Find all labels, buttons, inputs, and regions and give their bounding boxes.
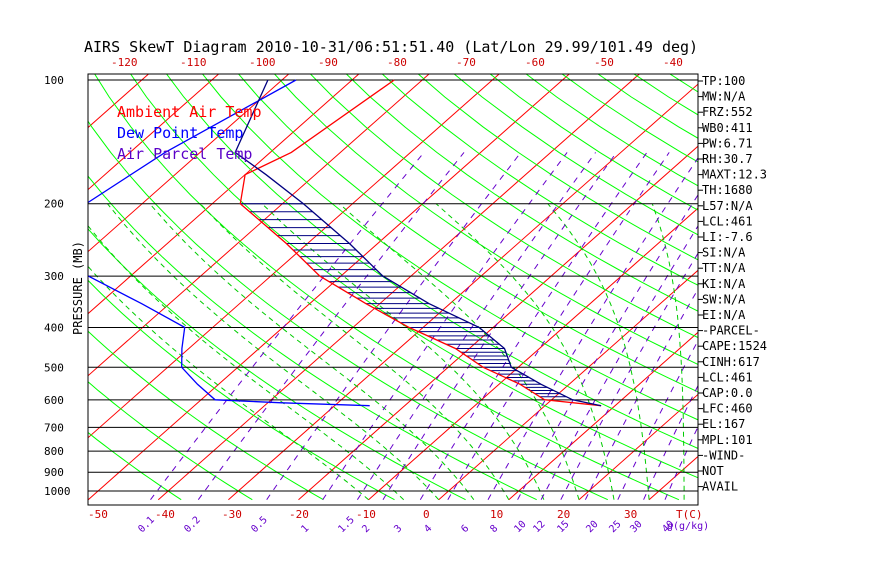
index-entry: -PARCEL-	[702, 324, 760, 338]
index-entry: MW:N/A	[702, 90, 746, 104]
index-entry: TH:1680	[702, 183, 753, 197]
dry-adiabat-line	[16, 61, 537, 500]
top-temp-tick-label: -100	[249, 56, 276, 69]
index-entry: SI:N/A	[702, 246, 746, 260]
top-temp-tick-label: -40	[663, 56, 683, 69]
isotherm-line	[439, 61, 870, 500]
legend: Ambient Air Temp Dew Point Temp Air Parcel…	[117, 103, 262, 163]
moist-adiabat-line	[262, 204, 544, 500]
index-entry: WB0:411	[702, 121, 753, 135]
pressure-tick-label: 700	[44, 421, 64, 434]
bottom-temp-tick-label: -10	[356, 508, 376, 521]
moist-adiabat-line	[436, 204, 614, 500]
index-entry: TT:N/A	[702, 261, 746, 275]
mixing-ratio-tick-label: 1	[299, 523, 311, 535]
mixing-ratio-tick-label: 6	[459, 523, 471, 535]
pressure-tick-label: 300	[44, 270, 64, 283]
isotherm-line	[859, 61, 870, 500]
index-entry: CINH:617	[702, 355, 760, 369]
index-entry: EI:N/A	[702, 308, 746, 322]
index-entry: KI:N/A	[702, 277, 746, 291]
isotherm-line	[649, 61, 870, 500]
mixing-ratio-tick-label: 15	[555, 519, 571, 535]
bottom-temp-tick-label: -30	[222, 508, 242, 521]
mixing-ratio-tick-label: 12	[531, 519, 547, 535]
index-entry: MPL:101	[702, 433, 753, 447]
index-entry: NOT	[702, 464, 724, 478]
index-entry: MAXT:12.3	[702, 168, 767, 182]
mixing-ratio-line	[488, 152, 702, 499]
ambient-temp-line	[240, 80, 601, 406]
index-entry: -WIND-	[702, 448, 745, 462]
bottom-temp-tick-label: -50	[88, 508, 108, 521]
top-temp-tick-label: -70	[456, 56, 476, 69]
mixing-ratio-tick-label: 0.1	[136, 515, 157, 536]
index-entry: LI:-7.6	[702, 230, 753, 244]
pressure-tick-label: 600	[44, 394, 64, 407]
mixing-ratio-tick-label: 10	[512, 519, 528, 535]
pressure-tick-label: 200	[44, 198, 64, 211]
pressure-tick-label: 100	[44, 74, 64, 87]
mixing-ratio-tick-label: 0.2	[182, 515, 203, 536]
mixing-ratio-line	[323, 152, 567, 499]
index-entry: EL:167	[702, 417, 745, 431]
chart-title: AIRS SkewT Diagram 2010-10-31/06:51:51.4…	[84, 38, 698, 56]
index-entry: AVAIL	[702, 480, 738, 494]
index-entry: FRZ:552	[702, 105, 753, 119]
index-entry: CAP:0.0	[702, 386, 753, 400]
mixing-ratio-tick-label: 0.5	[249, 515, 270, 536]
dry-adiabat-line	[650, 61, 870, 500]
index-entry: LCL:461	[702, 370, 753, 384]
mixing-ratio-tick-label: 8	[488, 523, 500, 535]
bottom-temp-tick-label: -20	[289, 508, 309, 521]
isotherm-line	[789, 61, 870, 500]
mixing-ratio-tick-label: 25	[607, 519, 623, 535]
index-entry: TP:100	[702, 74, 745, 88]
legend-entry: Dew Point Temp	[117, 124, 243, 142]
top-temp-tick-label: -50	[594, 56, 614, 69]
pressure-tick-label: 800	[44, 445, 64, 458]
dry-adiabat-line	[439, 61, 870, 500]
mixing-ratio-tick-label: 20	[584, 519, 600, 535]
index-entry: L57:N/A	[702, 199, 753, 213]
top-temp-tick-label: -110	[180, 56, 207, 69]
mixing-ratio-unit-label: g(g/kg)	[667, 521, 709, 532]
legend-entry: Ambient Air Temp	[117, 103, 262, 121]
isotherm-line	[369, 61, 864, 500]
mixing-ratio-line	[420, 152, 647, 499]
dry-adiabat-line	[298, 61, 870, 500]
mixing-ratio-tick-label: 30	[628, 519, 644, 535]
pressure-tick-label: 500	[44, 361, 64, 374]
dry-adiabat-line	[263, 61, 870, 500]
isotherm-line	[0, 61, 23, 500]
legend-entry: Air Parcel Temp	[117, 145, 252, 163]
top-temp-tick-label: -60	[525, 56, 545, 69]
top-temp-tick-label: -80	[387, 56, 407, 69]
mixing-ratio-tick-label: 2	[360, 523, 372, 535]
index-entry: RH:30.7	[702, 152, 753, 166]
pressure-tick-label: 1000	[44, 485, 71, 498]
index-entry: CAPE:1524	[702, 339, 767, 353]
bottom-temp-tick-label: -40	[155, 508, 175, 521]
mixing-ratio-tick-label: 4	[422, 523, 434, 535]
dry-adiabat-line	[192, 61, 870, 500]
moist-adiabat-line	[652, 204, 684, 500]
x-axis-label: T(C)	[676, 508, 703, 521]
index-entry: SW:N/A	[702, 292, 746, 306]
index-entry: PW:6.71	[702, 136, 753, 150]
pressure-tick-label: 400	[44, 321, 64, 334]
y-axis-label: PRESSURE (MB)	[71, 241, 85, 335]
pressure-tick-label: 900	[44, 466, 64, 479]
top-temp-tick-label: -90	[318, 56, 338, 69]
index-entry: LFC:460	[702, 402, 753, 416]
bottom-temp-tick-label: 0	[423, 508, 430, 521]
top-temp-tick-label: -120	[111, 56, 138, 69]
mixing-ratio-tick-label: 1.5	[336, 515, 357, 536]
bottom-temp-tick-label: 10	[490, 508, 503, 521]
index-entry: LCL:461	[702, 214, 753, 228]
mixing-ratio-tick-label: 3	[392, 523, 404, 535]
